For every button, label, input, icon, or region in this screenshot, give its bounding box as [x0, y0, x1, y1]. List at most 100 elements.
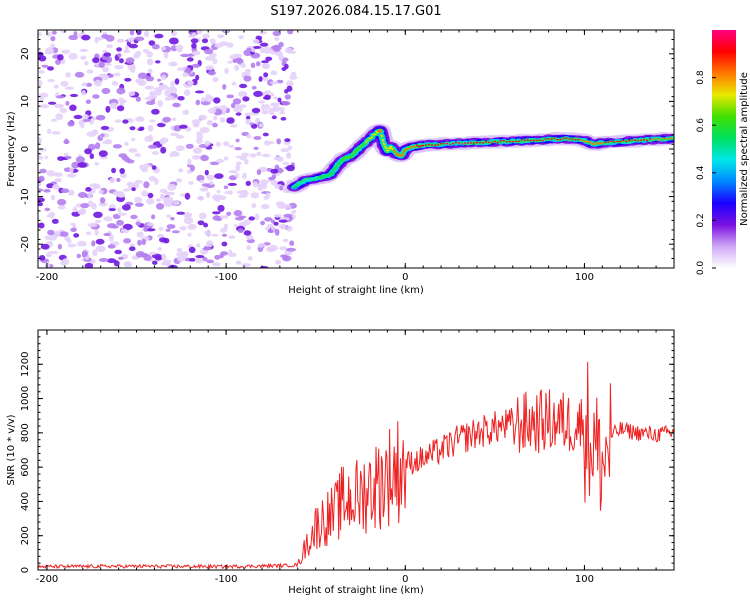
noise-speck [151, 214, 156, 220]
noise-speck [170, 80, 175, 88]
noise-speck [51, 131, 61, 135]
noise-speck [160, 146, 167, 154]
noise-speck [103, 232, 111, 237]
noise-speck [72, 206, 78, 213]
noise-speck [75, 156, 85, 164]
noise-speck [164, 89, 172, 97]
signal-track-mark [361, 146, 364, 148]
signal-track-mark [327, 175, 330, 177]
noise-speck [122, 119, 129, 124]
noise-speck [159, 138, 166, 145]
noise-speck [109, 177, 116, 184]
noise-speck [218, 195, 227, 201]
noise-speck [131, 187, 136, 192]
spectrogram-noise [38, 30, 298, 268]
noise-speck [279, 246, 288, 251]
noise-speck [204, 48, 214, 55]
spectrogram-y-ticks: -20 -10 0 10 20 [20, 29, 674, 269]
signal-track-mark [383, 143, 386, 146]
noise-speck [246, 234, 254, 240]
signal-track-mark [460, 143, 464, 145]
noise-speck [94, 142, 101, 150]
spectrogram-y-tick-label: 0 [20, 146, 31, 152]
noise-speck [129, 126, 136, 131]
noise-speck [81, 34, 91, 41]
noise-speck [136, 231, 144, 238]
noise-speck [134, 196, 143, 204]
signal-track-mark [369, 137, 372, 140]
noise-speck [198, 212, 207, 220]
signal-track-mark [671, 136, 674, 139]
signal-track-mark [496, 141, 499, 144]
noise-speck [50, 194, 56, 201]
signal-track-mark [309, 177, 313, 180]
noise-speck [279, 223, 287, 230]
noise-speck [155, 203, 165, 210]
noise-speck [281, 67, 287, 71]
noise-speck [231, 81, 237, 86]
noise-speck [116, 38, 125, 43]
snr-frame [37, 329, 675, 571]
snr-x-tick-label: -100 [215, 574, 238, 585]
noise-speck [258, 123, 264, 128]
noise-speck [130, 137, 136, 142]
noise-speck [135, 116, 145, 122]
noise-speck [187, 232, 192, 237]
noise-speck [199, 127, 210, 134]
noise-speck [46, 128, 52, 135]
noise-speck [175, 178, 183, 183]
signal-track-mark [391, 148, 394, 150]
noise-speck [117, 212, 127, 216]
noise-speck [276, 157, 284, 162]
signal-track-mark [359, 145, 362, 148]
noise-speck [160, 261, 171, 266]
noise-speck [261, 153, 271, 158]
noise-speck [191, 42, 197, 49]
signal-track-mark [484, 141, 488, 143]
noise-speck [252, 181, 259, 188]
spectrogram-x-tick-label: 100 [575, 272, 594, 283]
noise-speck [47, 229, 55, 236]
noise-speck [117, 207, 122, 213]
noise-speck [271, 219, 275, 224]
noise-speck [95, 245, 106, 253]
signal-track-mark [610, 140, 613, 143]
noise-speck [120, 172, 127, 179]
signal-track-mark [499, 140, 502, 142]
noise-speck [89, 153, 95, 160]
signal-track-mark [654, 138, 658, 140]
signal-track-mark [339, 161, 342, 164]
signal-track-mark [319, 176, 323, 178]
noise-speck [129, 30, 135, 36]
noise-speck [213, 115, 218, 121]
noise-speck [234, 173, 240, 178]
noise-speck [265, 141, 275, 145]
spectrogram-y-tick-label: -20 [20, 236, 31, 252]
noise-speck [175, 134, 184, 139]
noise-speck [251, 85, 257, 90]
noise-speck [128, 91, 136, 97]
snr-y-label: SNR (10 * v/v) [6, 414, 17, 485]
noise-speck [84, 148, 92, 155]
noise-speck [77, 192, 88, 198]
noise-speck [145, 198, 155, 205]
noise-speck [38, 155, 44, 160]
noise-speck [103, 52, 112, 57]
noise-speck [46, 31, 52, 37]
noise-speck [148, 251, 157, 255]
noise-speck [196, 133, 204, 140]
signal-track-mark [380, 137, 385, 141]
noise-speck [111, 167, 117, 174]
signal-track-mark [487, 141, 491, 143]
noise-speck [171, 230, 180, 234]
noise-speck [168, 61, 178, 67]
noise-speck [38, 32, 42, 37]
noise-speck [191, 32, 197, 38]
noise-speck [135, 96, 141, 102]
noise-speck [47, 66, 54, 71]
signal-track-mark [387, 149, 390, 152]
noise-speck [129, 243, 135, 247]
noise-speck [159, 193, 165, 200]
spectrogram-y-tick-label: 20 [20, 47, 31, 60]
noise-speck [87, 192, 93, 199]
